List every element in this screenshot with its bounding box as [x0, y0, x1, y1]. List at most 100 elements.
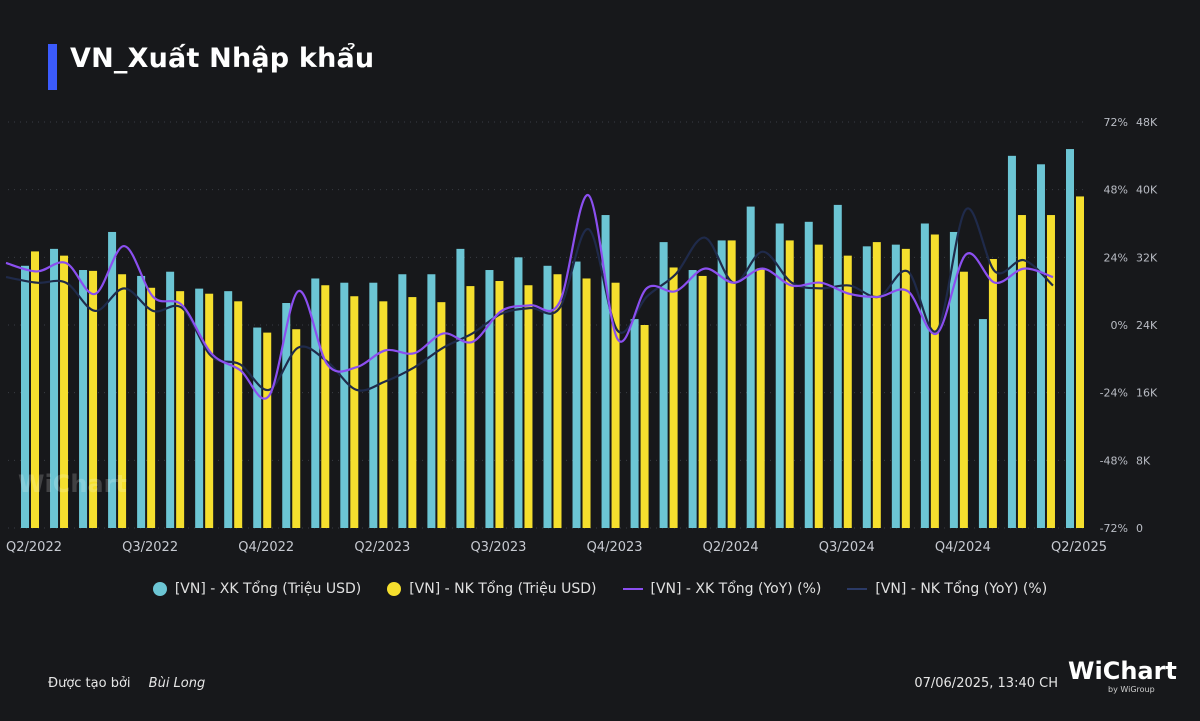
- bar-xk: [485, 270, 494, 528]
- bar-nk: [756, 268, 765, 528]
- bar-nk: [495, 281, 504, 528]
- bar-nk: [988, 259, 997, 528]
- bar-xk: [804, 221, 813, 528]
- y-pct-tick-label: -24%: [1100, 387, 1128, 400]
- bar-xk: [688, 270, 697, 528]
- bar-nk: [321, 285, 330, 528]
- y-pct-tick-label: 24%: [1104, 251, 1128, 264]
- title-accent-bar: [48, 44, 57, 90]
- bar-nk: [785, 240, 794, 528]
- bar-nk: [176, 291, 185, 528]
- x-tick-label: Q4/2023: [587, 540, 643, 555]
- bar-nk: [1017, 215, 1026, 528]
- bar-nk: [118, 274, 127, 528]
- legend-label: [VN] - XK Tổng (Triệu USD): [174, 581, 362, 597]
- legend-label: [VN] - XK Tổng (YoY) (%): [650, 581, 822, 597]
- bar-xk: [920, 223, 929, 528]
- bar-nk: [466, 286, 475, 528]
- y-value-tick-label: 24K: [1136, 319, 1158, 332]
- x-tick-label: Q3/2023: [470, 540, 526, 555]
- page-title: VN_Xuất Nhập khẩu: [70, 43, 375, 74]
- bar-nk: [205, 293, 214, 528]
- bar-nk: [147, 287, 156, 528]
- created-by-label: Được tạo bởi: [48, 676, 131, 691]
- legend-item-xk-value[interactable]: [VN] - XK Tổng (Triệu USD): [152, 581, 362, 597]
- bar-xk: [79, 270, 88, 528]
- y-pct-tick-label: 48%: [1104, 184, 1128, 197]
- bar-xk: [659, 242, 668, 528]
- bar-nk: [1076, 196, 1084, 528]
- bar-xk: [833, 204, 842, 528]
- bar-xk: [601, 215, 610, 528]
- bar-nk: [60, 255, 69, 528]
- footer-credit: Được tạo bởi Bùi Long: [48, 676, 205, 691]
- bar-nk: [553, 274, 562, 528]
- bar-xk: [369, 282, 378, 528]
- bar-nk: [901, 248, 910, 528]
- bar-xk: [108, 231, 117, 529]
- legend-item-nk-yoy[interactable]: [VN] - NK Tổng (YoY) (%): [847, 581, 1047, 597]
- bar-xk: [1007, 155, 1016, 529]
- bar-xk: [1036, 164, 1045, 528]
- bar-nk: [263, 332, 272, 528]
- bar-xk: [340, 282, 349, 528]
- bar-nk: [698, 275, 707, 528]
- bar-nk: [524, 285, 533, 528]
- bar-nk: [408, 297, 417, 528]
- bar-xk: [21, 265, 29, 528]
- legend-label: [VN] - NK Tổng (Triệu USD): [409, 581, 597, 597]
- bar-xk: [949, 231, 958, 529]
- bar-nk: [640, 325, 649, 528]
- bar-xk: [311, 278, 320, 528]
- bar-xk: [253, 327, 262, 528]
- legend-item-xk-yoy[interactable]: [VN] - XK Tổng (YoY) (%): [622, 581, 822, 597]
- bar-xk: [630, 319, 639, 528]
- y-pct-tick-label: 0%: [1111, 319, 1128, 332]
- bar-xk: [1066, 149, 1074, 529]
- legend-item-nk-value[interactable]: [VN] - NK Tổng (Triệu USD): [387, 581, 597, 597]
- y-value-tick-label: 0: [1136, 522, 1143, 535]
- y-pct-tick-label: -48%: [1100, 454, 1128, 467]
- bar-xk: [398, 274, 407, 528]
- legend-dot-icon: [152, 582, 167, 596]
- bar-nk: [930, 234, 939, 528]
- x-tick-label: Q2/2024: [703, 540, 759, 555]
- bar-xk: [746, 206, 755, 529]
- timestamp: 07/06/2025, 13:40 CH: [914, 676, 1058, 691]
- bar-nk: [669, 267, 678, 528]
- y-pct-tick-label: 72%: [1104, 116, 1128, 129]
- bar-xk: [775, 223, 784, 528]
- bar-xk: [50, 248, 59, 528]
- bar-xk: [572, 261, 581, 528]
- brand-name: WiChart: [1068, 657, 1177, 685]
- bar-nk: [31, 251, 39, 528]
- bar-nk: [582, 278, 591, 528]
- legend-line-icon: [847, 588, 868, 590]
- bar-xk: [166, 271, 175, 528]
- bar-nk: [437, 302, 446, 528]
- bar-nk: [1046, 215, 1055, 528]
- bar-xk: [427, 274, 436, 528]
- x-tick-label: Q3/2022: [122, 540, 178, 555]
- y-value-tick-label: 48K: [1136, 116, 1158, 129]
- legend-label: [VN] - NK Tổng (YoY) (%): [875, 581, 1048, 597]
- legend-line-icon: [622, 588, 643, 590]
- bar-nk: [843, 255, 852, 528]
- bar-xk: [514, 257, 523, 528]
- bar-xk: [717, 240, 726, 528]
- bar-xk: [862, 246, 871, 528]
- line-xk-yoy: [5, 194, 1054, 400]
- y-value-tick-label: 8K: [1136, 454, 1151, 467]
- x-tick-label: Q2/2023: [354, 540, 410, 555]
- bar-nk: [959, 271, 968, 528]
- bar-xk: [224, 291, 233, 528]
- x-tick-label: Q4/2022: [238, 540, 294, 555]
- watermark: WiChart: [18, 470, 127, 498]
- brand-logo[interactable]: WiChart by WiGroup: [1068, 657, 1177, 694]
- brand-subtitle: by WiGroup: [1108, 685, 1155, 694]
- bar-xk: [543, 265, 552, 528]
- x-tick-label: Q4/2024: [935, 540, 991, 555]
- bar-nk: [379, 301, 388, 528]
- x-tick-label: Q2/2022: [6, 540, 62, 555]
- y-pct-tick-label: -72%: [1100, 522, 1128, 535]
